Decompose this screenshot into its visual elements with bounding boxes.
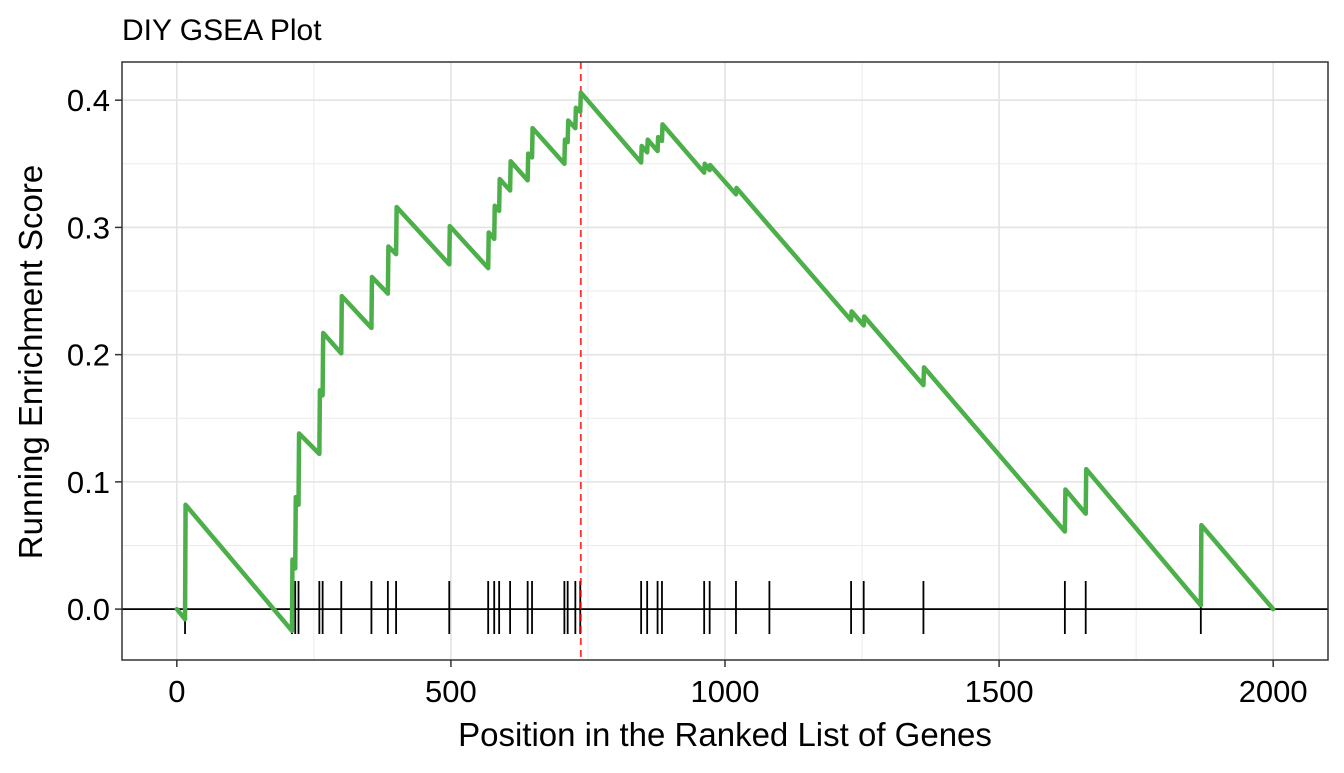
y-tick-label: 0.2 (67, 338, 110, 373)
x-tick-label: 0 (168, 674, 185, 709)
x-axis-label: Position in the Ranked List of Genes (458, 716, 992, 753)
y-tick-label: 0.3 (67, 210, 110, 245)
gene-hit-layer (184, 581, 1202, 634)
x-tick-label: 2000 (1239, 674, 1308, 709)
y-tick-label: 0.1 (67, 465, 110, 500)
x-tick-label: 1000 (691, 674, 760, 709)
grid-layer (122, 62, 1328, 660)
x-tick-label: 1500 (965, 674, 1034, 709)
y-tick-label: 0.4 (67, 83, 110, 118)
axis-layer: 0 500 1000 1500 2000 0.0 0.1 0.2 0.3 0.4 (67, 61, 1329, 709)
running-es-line (174, 90, 1276, 633)
x-tick-label: 500 (425, 674, 477, 709)
chart-title: DIY GSEA Plot (122, 14, 322, 47)
y-axis-label: Running Enrichment Score (12, 165, 49, 559)
series-layer (174, 62, 1276, 660)
y-tick-label: 0.0 (67, 592, 110, 627)
